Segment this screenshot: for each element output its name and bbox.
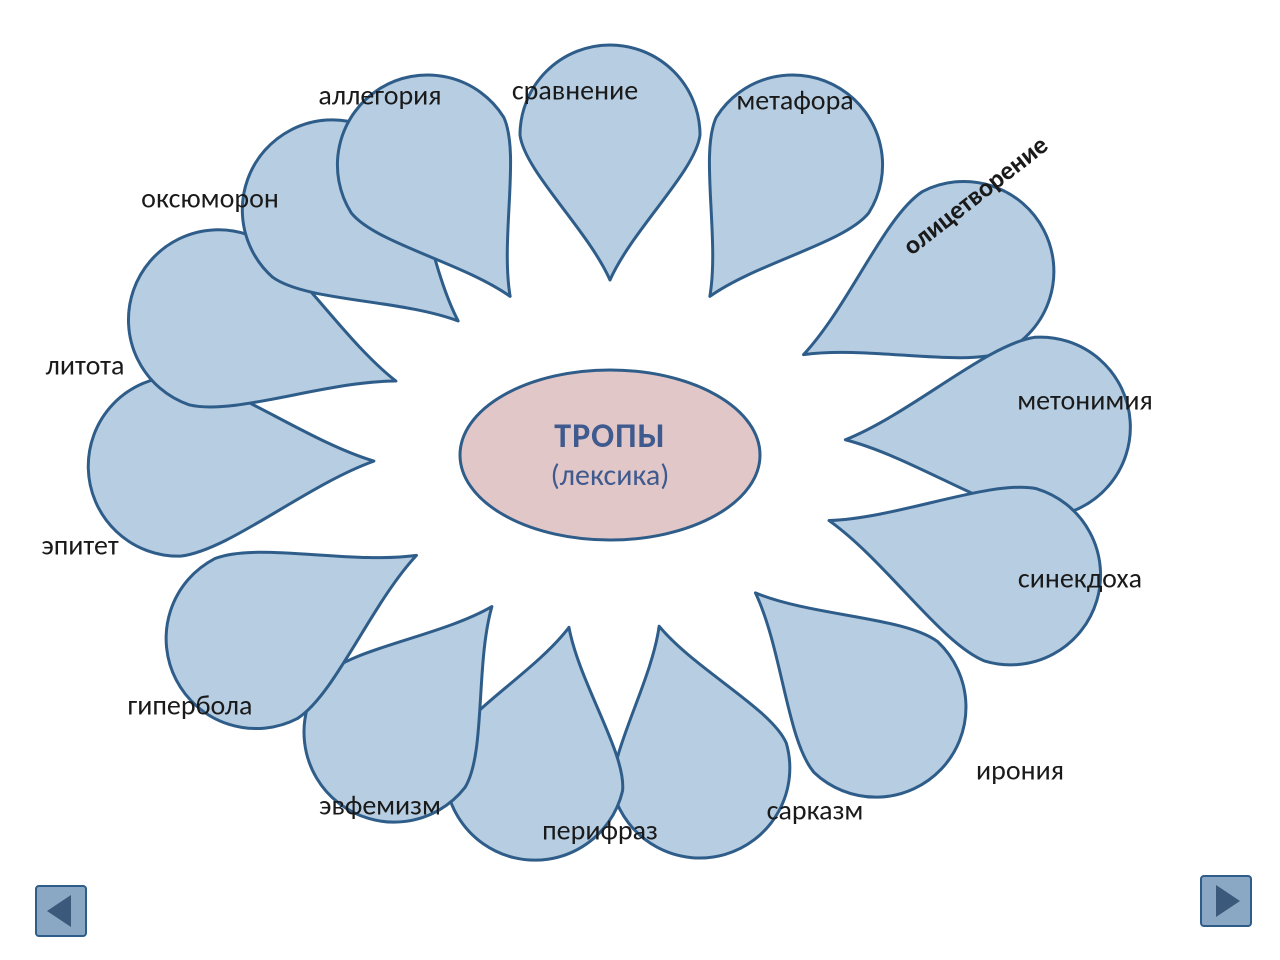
nav-prev-button[interactable] <box>35 885 87 937</box>
diagram-stage: ТРОПЫ (лексика) сравнениеметафораолицетв… <box>0 0 1280 960</box>
center-ellipse <box>460 370 760 540</box>
nav-next-button[interactable] <box>1200 875 1252 927</box>
next-icon <box>1200 875 1252 927</box>
petal <box>520 45 700 280</box>
prev-icon <box>35 885 87 937</box>
petal-svg-layer <box>0 0 1280 960</box>
